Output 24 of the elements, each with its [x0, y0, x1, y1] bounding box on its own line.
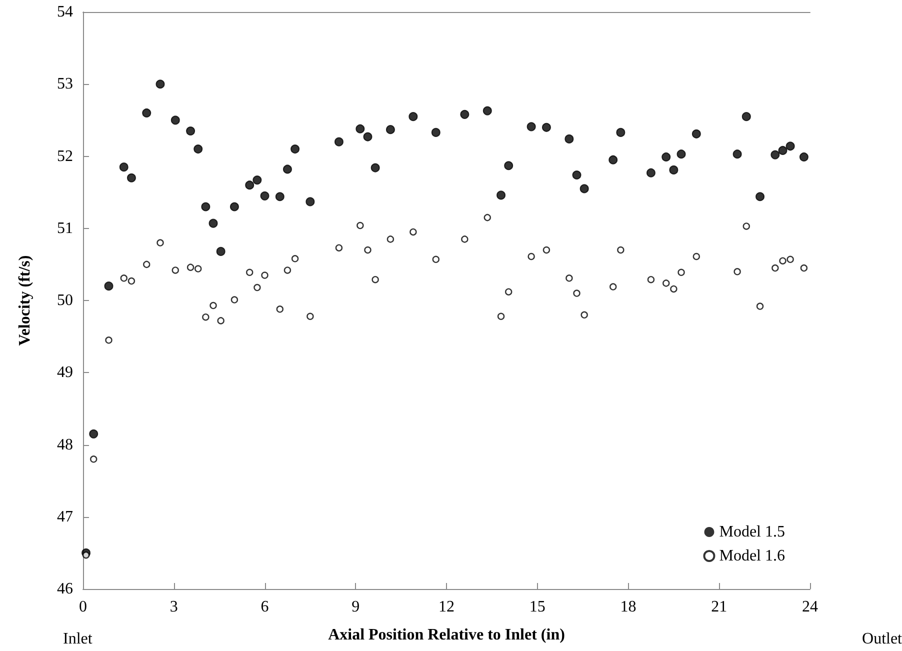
- y-tick-label: 52: [57, 148, 73, 165]
- x-tick-label: 21: [711, 598, 728, 616]
- text: Inlet: [63, 630, 93, 648]
- x-tick-label: 0: [79, 598, 87, 616]
- y-tick-label: 47: [57, 508, 73, 526]
- y-tick-label: 46: [57, 580, 73, 598]
- x-tick-label: 9: [352, 598, 360, 616]
- text: Outlet: [862, 630, 902, 648]
- x-tick-label: 15: [529, 598, 546, 616]
- y-tick-label: 51: [57, 220, 73, 237]
- x-tick-label: 24: [802, 598, 818, 616]
- y-tick-label: 49: [57, 364, 73, 382]
- x-axis-title: Axial Position Relative to Inlet (in): [328, 626, 565, 644]
- x-tick-label: 6: [260, 598, 269, 616]
- y-tick-label: 50: [57, 292, 73, 309]
- y-tick-label: 53: [57, 76, 73, 93]
- y-tick-label: 54: [57, 4, 73, 20]
- y-tick-label: 48: [57, 436, 73, 454]
- y-axis-title: Velocity (ft/s): [16, 255, 34, 346]
- legend-label: Model 1.6: [719, 548, 786, 564]
- x-tick-label: 18: [620, 598, 636, 616]
- x-tick-label: 12: [438, 598, 454, 616]
- x-tick-label: 3: [170, 598, 178, 616]
- legend-label: Model 1.5: [719, 524, 786, 540]
